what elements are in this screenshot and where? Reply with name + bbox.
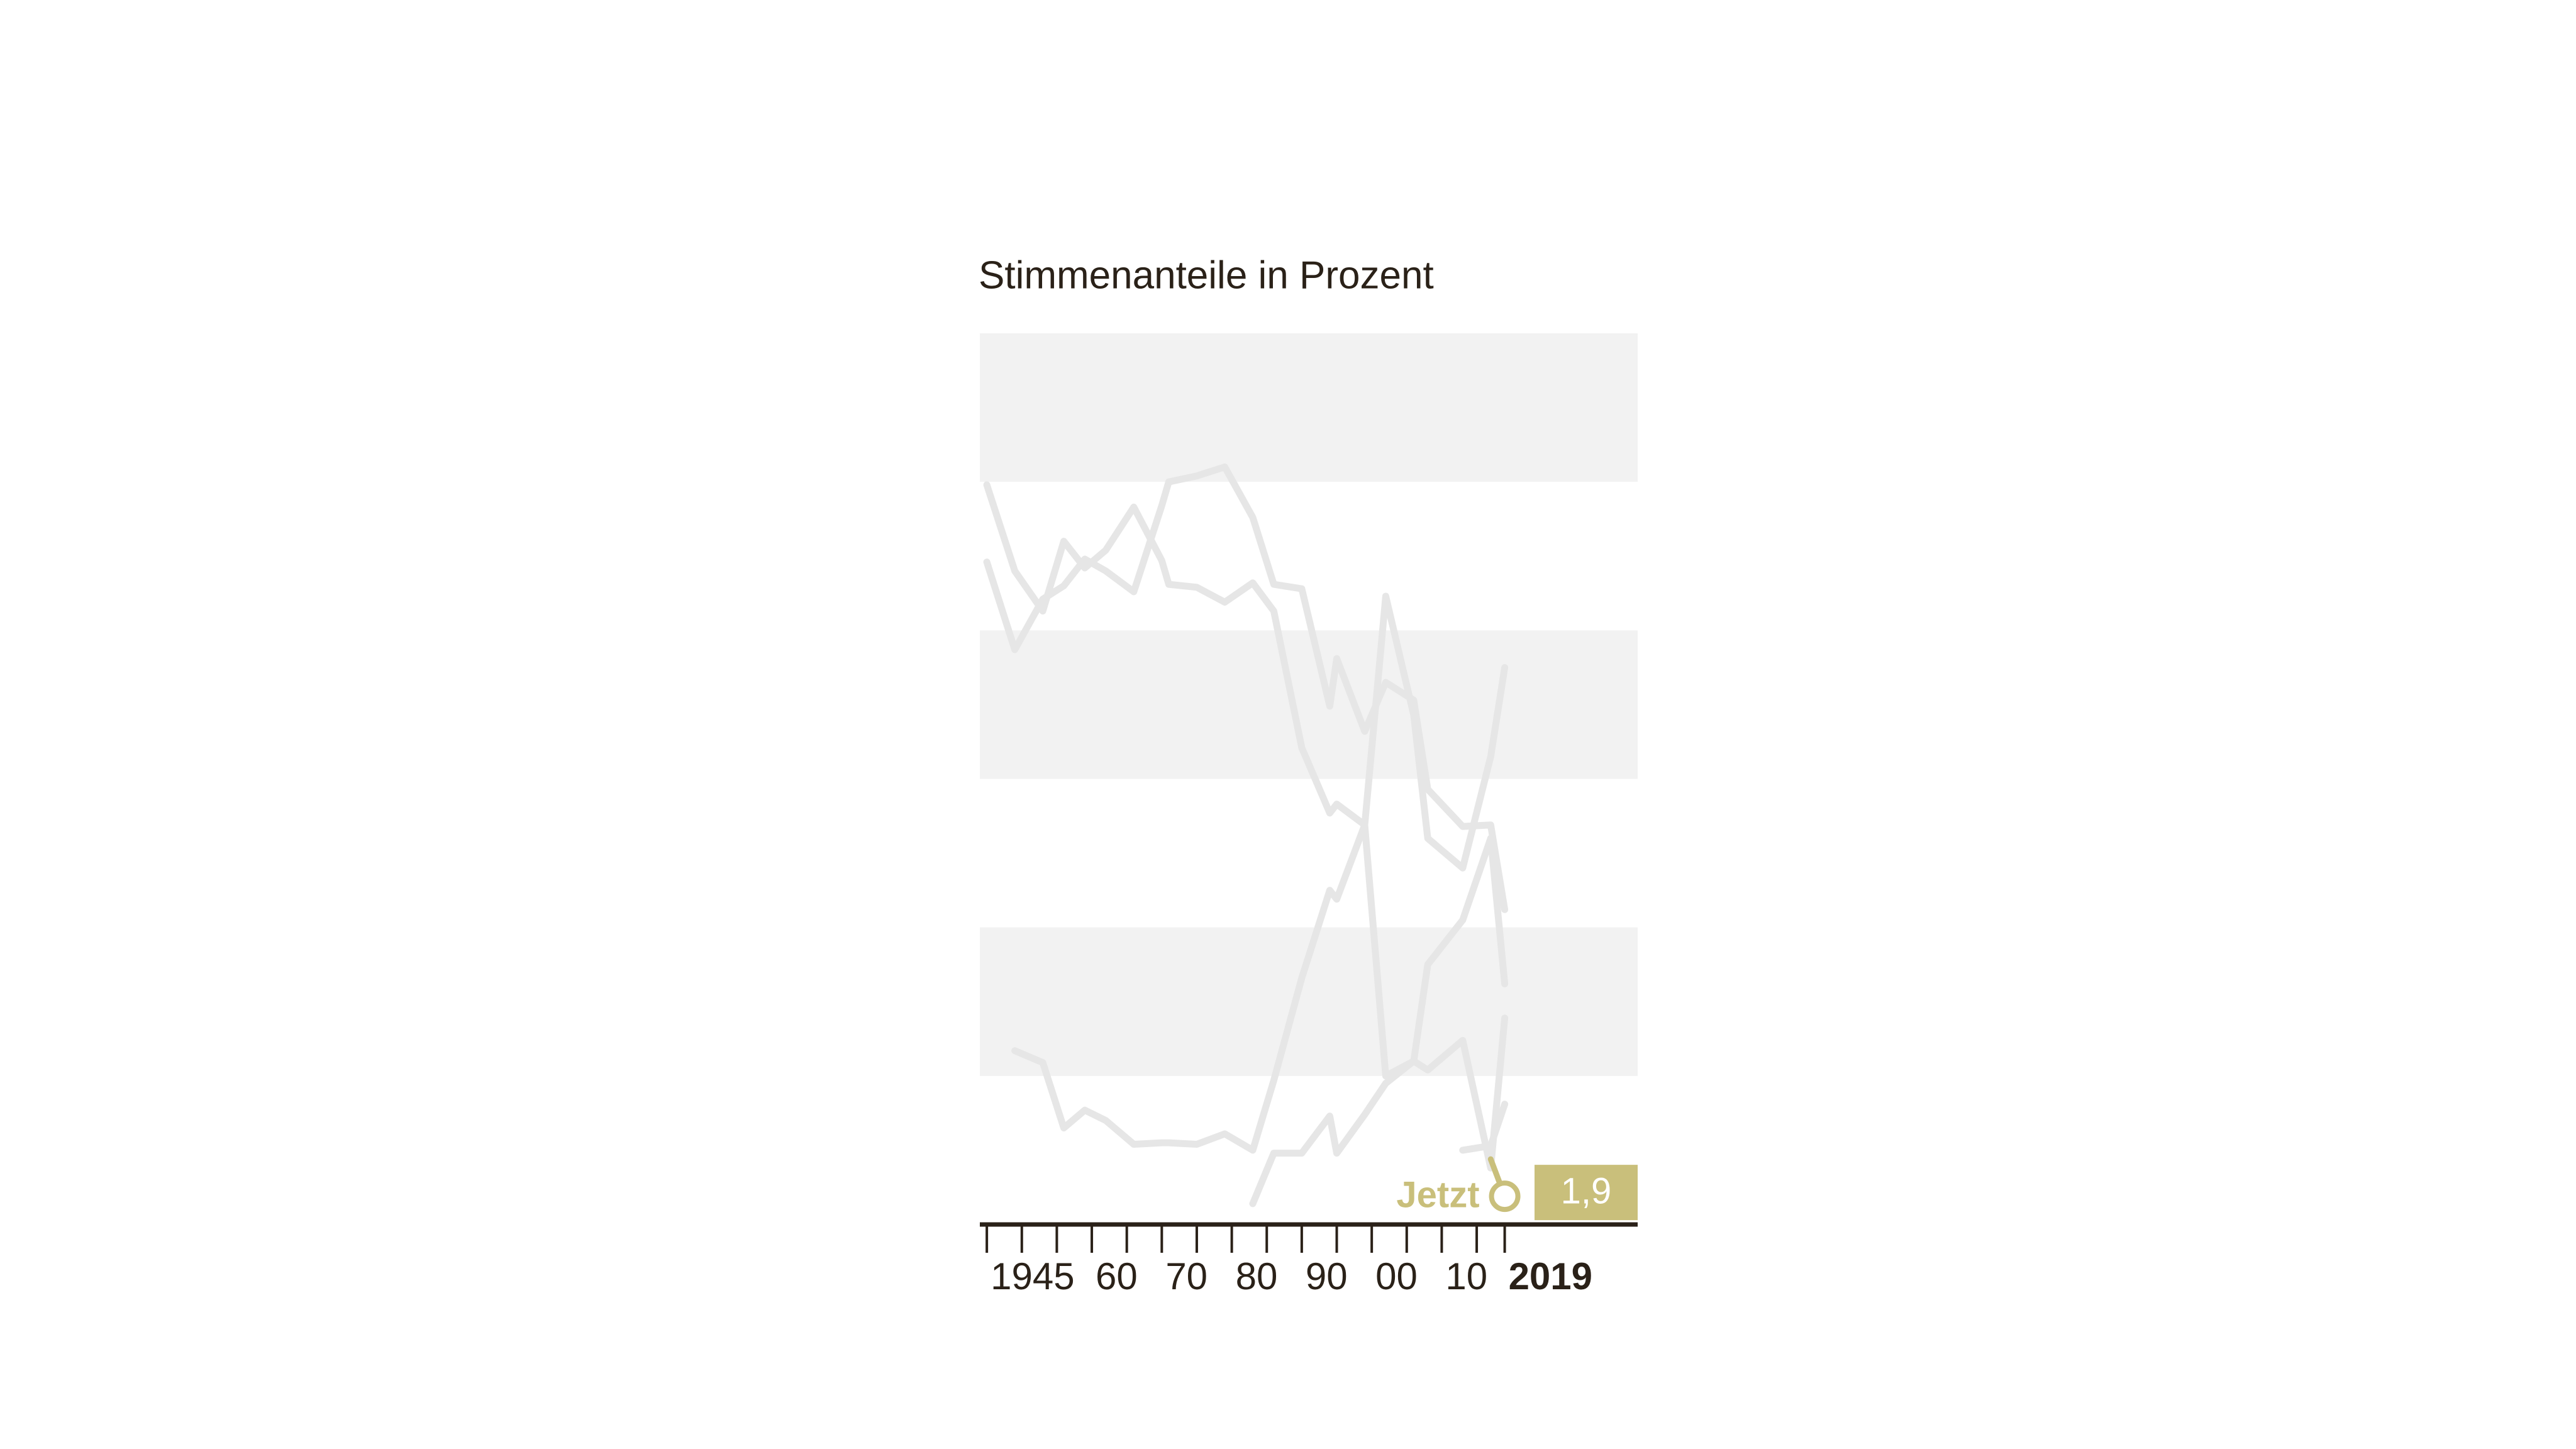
x-tick-label: 10 — [1445, 1255, 1487, 1297]
x-tick-label: 00 — [1375, 1255, 1418, 1297]
line — [983, 481, 1509, 872]
series-label: Jetzt — [1396, 1174, 1479, 1215]
x-tick-label: 1945 — [991, 1255, 1074, 1297]
x-tick-label: 70 — [1165, 1255, 1208, 1297]
line — [1011, 821, 1509, 1154]
value-label-box — [1535, 1165, 1638, 1221]
x-tick-label: 90 — [1306, 1255, 1348, 1297]
chart-title: Stimmenanteile in Prozent — [979, 253, 1434, 297]
line — [983, 464, 1509, 913]
point-marker — [1489, 1180, 1521, 1213]
x-tick-label: 80 — [1236, 1255, 1278, 1297]
grid-band — [980, 630, 1638, 779]
grid-band — [980, 333, 1638, 482]
line — [1459, 1101, 1509, 1154]
x-tick-label: 2019 — [1509, 1255, 1592, 1297]
value-label: 1,9 — [1561, 1170, 1612, 1211]
x-tick-label: 60 — [1096, 1255, 1138, 1297]
line — [1249, 1014, 1509, 1208]
